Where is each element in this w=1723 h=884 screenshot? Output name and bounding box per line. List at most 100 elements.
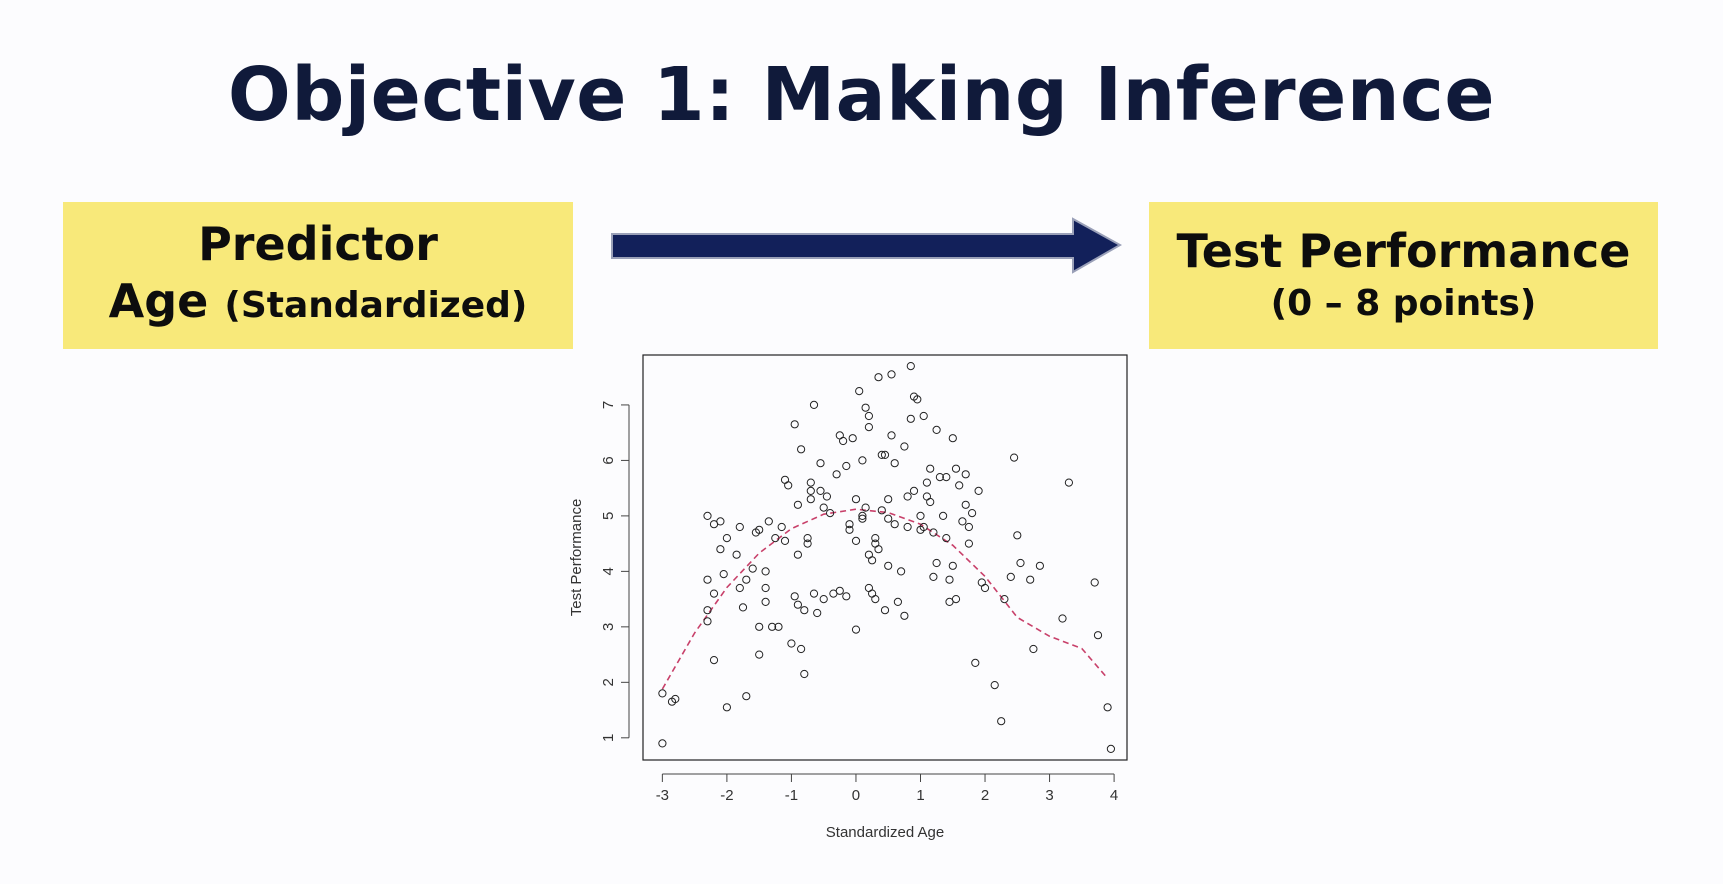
outcome-label: Test Performance <box>1176 223 1631 278</box>
data-point <box>813 608 822 618</box>
data-point <box>951 464 961 473</box>
data-point <box>1006 572 1015 581</box>
data-point <box>955 481 964 490</box>
data-point <box>793 550 802 559</box>
data-point <box>929 572 938 581</box>
scatter-plot: -3 -2 -1 0 1 2 3 4 1 2 3 4 5 6 7 Standardized Age Tes… <box>568 354 1128 841</box>
data-point <box>845 520 854 529</box>
data-point <box>926 497 935 507</box>
data-point <box>961 500 970 509</box>
x-axis-label: Standardized Age <box>826 824 944 841</box>
data-point <box>771 534 780 543</box>
data-point <box>858 514 867 523</box>
data-point <box>742 575 751 584</box>
data-point <box>864 423 873 432</box>
data-point <box>848 434 857 443</box>
y-axis: 1 2 3 4 5 6 7 <box>600 401 630 742</box>
data-point <box>703 511 712 520</box>
data-point <box>774 622 783 631</box>
x-tick-label: 2 <box>981 787 989 804</box>
data-point <box>864 411 873 421</box>
data-point <box>790 592 799 601</box>
data-point <box>887 431 896 440</box>
data-point <box>761 567 770 576</box>
x-tick-label: 4 <box>1110 787 1118 804</box>
data-point <box>851 625 861 634</box>
data-point <box>826 509 835 518</box>
data-point <box>1093 631 1103 640</box>
data-point <box>722 534 731 543</box>
data-point <box>961 470 970 479</box>
data-point <box>903 492 912 501</box>
data-point <box>871 534 880 543</box>
data-point <box>1103 703 1112 712</box>
y-tick-label: 4 <box>600 567 617 575</box>
data-point <box>922 492 931 501</box>
x-tick-label: -3 <box>656 787 669 804</box>
y-tick-label: 1 <box>600 734 617 742</box>
x-tick-label: -2 <box>720 787 733 804</box>
data-point <box>703 606 712 615</box>
data-point <box>1035 561 1044 570</box>
data-point <box>948 561 957 570</box>
data-point <box>709 589 719 598</box>
data-point <box>755 650 764 659</box>
predictor-variable-name: Age <box>108 274 209 328</box>
data-point <box>835 586 844 595</box>
data-point <box>919 522 928 532</box>
data-point <box>977 578 986 587</box>
data-point <box>742 692 751 701</box>
data-point <box>851 536 861 545</box>
outcome-range: (0 – 8 points) <box>1270 282 1537 324</box>
predictor-label: Predictor <box>198 217 438 271</box>
data-point <box>926 464 935 473</box>
data-point <box>703 575 712 584</box>
data-point <box>964 539 973 548</box>
data-point <box>945 575 954 584</box>
data-point <box>816 486 825 495</box>
data-point <box>716 517 725 526</box>
data-point <box>764 517 773 526</box>
data-point <box>877 506 886 515</box>
data-point <box>755 525 764 534</box>
data-point <box>1026 575 1035 584</box>
data-point <box>900 442 909 451</box>
data-point <box>1064 478 1074 487</box>
y-tick-label: 3 <box>600 623 617 631</box>
data-point <box>732 550 741 559</box>
data-point <box>948 434 957 443</box>
outcome-box: Test Performance (0 – 8 points) <box>1149 202 1658 349</box>
data-point <box>735 522 744 532</box>
data-point <box>806 495 815 504</box>
data-point <box>800 606 809 615</box>
data-point <box>780 536 790 545</box>
data-point <box>919 411 928 421</box>
data-point <box>803 534 812 543</box>
data-point <box>719 570 728 579</box>
data-point <box>942 534 951 543</box>
data-point <box>709 656 719 665</box>
data-point <box>790 420 799 429</box>
data-point <box>906 362 915 371</box>
data-point <box>784 481 793 490</box>
data-point <box>880 450 890 460</box>
x-tick-label: 0 <box>852 787 860 804</box>
data-point <box>735 583 744 593</box>
data-point <box>997 717 1006 726</box>
data-point <box>832 470 841 479</box>
data-point <box>874 373 883 382</box>
data-point <box>671 694 680 704</box>
data-point <box>980 583 990 593</box>
data-point <box>913 395 922 404</box>
data-point <box>722 703 731 712</box>
predictor-box: Predictor Age (Standardized) <box>63 202 573 349</box>
data-point <box>990 681 999 690</box>
data-point <box>942 473 951 482</box>
data-point <box>845 525 854 534</box>
data-point <box>816 459 825 468</box>
x-tick-label: 1 <box>916 787 924 804</box>
data-point <box>755 622 764 631</box>
data-point <box>787 639 796 648</box>
data-point <box>964 522 973 532</box>
data-point <box>806 478 815 487</box>
